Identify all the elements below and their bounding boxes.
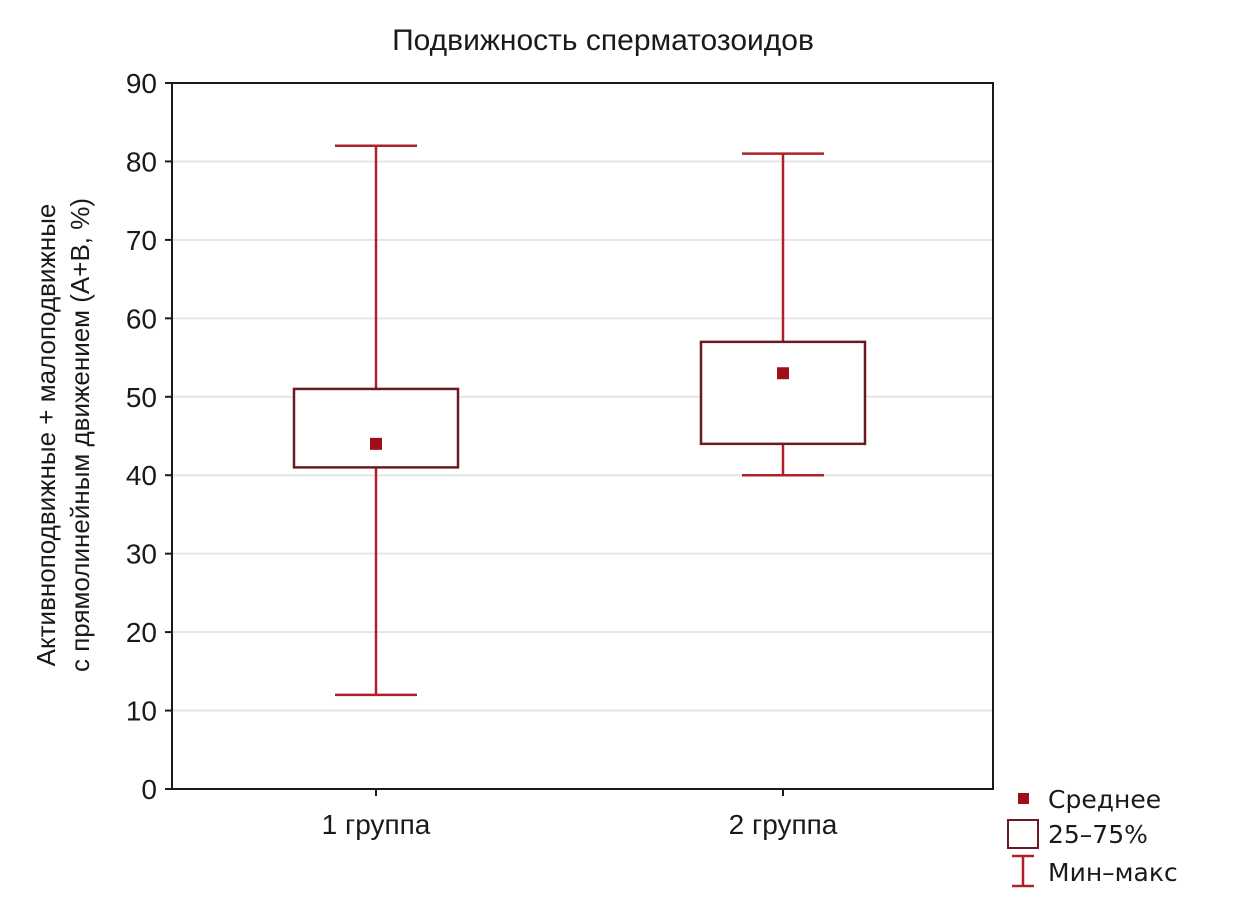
legend-label: 25–75% — [1048, 820, 1148, 849]
y-tick-label: 90 — [126, 68, 157, 99]
mean-marker — [777, 367, 789, 380]
legend-box-swatch — [1007, 819, 1039, 849]
y-tick-label: 60 — [126, 303, 157, 334]
x-axis-ticks: 1 группа 2 группа — [322, 789, 838, 840]
y-tick-label: 80 — [126, 146, 157, 177]
y-tick-label: 0 — [141, 774, 157, 805]
y-tick-label: 50 — [126, 382, 157, 413]
mean-marker — [370, 437, 382, 450]
y-axis-ticks: 0 10 20 30 40 50 60 70 80 90 — [126, 68, 172, 805]
legend-label: Мин–макс — [1048, 858, 1178, 887]
legend-label: Среднее — [1048, 785, 1161, 814]
y-tick-label: 30 — [126, 539, 157, 570]
box-series — [292, 144, 867, 697]
y-tick-label: 40 — [126, 460, 157, 491]
plot-area-frame — [171, 82, 994, 790]
y-tick-label: 70 — [126, 225, 157, 256]
box-group — [292, 144, 460, 697]
chart-title: Подвижность сперматозоидов — [392, 24, 814, 57]
box-group — [699, 152, 867, 477]
iqr-box — [699, 340, 867, 446]
legend: Среднее 25–75% Мин–макс — [1007, 785, 1178, 888]
legend-mean-swatch — [1018, 793, 1029, 804]
iqr-box — [292, 387, 460, 469]
y-tick-label: 10 — [126, 696, 157, 727]
x-tick-label: 1 группа — [322, 809, 431, 840]
y-tick-label: 20 — [126, 617, 157, 648]
y-axis-label-line-1: Активноподвижные + малоподвижные — [31, 204, 61, 667]
y-axis-label-line-2: с прямолинейным движением (А+В, %) — [65, 198, 95, 672]
legend-whisker-swatch — [1012, 854, 1034, 888]
x-tick-label: 2 группа — [729, 809, 838, 840]
